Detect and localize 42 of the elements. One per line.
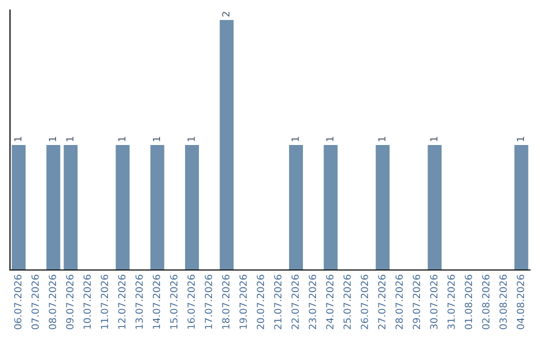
x-tick-label: 18.07.2026 [222,274,230,329]
x-tick-label: 14.07.2026 [152,274,160,329]
x-tick-label: 21.07.2026 [274,274,282,330]
x-tick-label: 06.07.2026 [14,274,22,330]
data-label: 1 [516,136,524,142]
data-label: 1 [152,136,160,142]
x-tick-label: 10.07.2026 [83,274,91,329]
x-tick-label: 07.07.2026 [31,274,39,330]
x-tick-label: 09.07.2026 [66,274,74,330]
x-tick-label: 28.07.2026 [395,274,403,330]
data-label: 1 [326,136,334,142]
x-tick-label: 22.07.2026 [291,274,299,330]
x-tick-label: 27.07.2026 [378,274,386,330]
x-tick-label: 31.07.2026 [447,274,455,330]
x-tick-label: 04.08.2026 [516,274,524,330]
x-tick-label: 08.07.2026 [48,274,56,330]
data-label: 1 [378,136,386,142]
x-tick-label: 19.07.2026 [239,274,247,329]
x-tick-label: 26.07.2026 [360,274,368,330]
x-tick-label: 12.07.2026 [118,274,126,329]
x-tick-label: 13.07.2026 [135,274,143,329]
x-tick-label: 23.07.2026 [308,274,316,330]
x-tick-label: 30.07.2026 [430,274,438,330]
x-tick-label: 15.07.2026 [170,274,178,329]
x-tick-label: 20.07.2026 [256,274,264,330]
x-tick-label: 01.08.2026 [464,274,472,330]
x-tick-label: 03.08.2026 [499,274,507,330]
x-tick-label: 17.07.2026 [204,274,212,329]
data-label: 1 [430,136,438,142]
data-label: 1 [48,136,56,142]
data-label: 1 [118,136,126,142]
data-label: 1 [292,136,299,142]
data-label: 2 [222,12,230,17]
data-label: 1 [188,136,195,142]
data-label: 1 [14,136,22,142]
data-label: 1 [66,136,74,142]
x-tick-label: 25.07.2026 [343,274,351,330]
x-tick-label: 29.07.2026 [412,274,420,330]
x-tick-label: 11.07.2026 [100,274,108,329]
x-tick-label: 16.07.2026 [187,274,195,329]
x-tick-label: 02.08.2026 [482,274,490,330]
x-tick-label: 24.07.2026 [326,274,334,330]
